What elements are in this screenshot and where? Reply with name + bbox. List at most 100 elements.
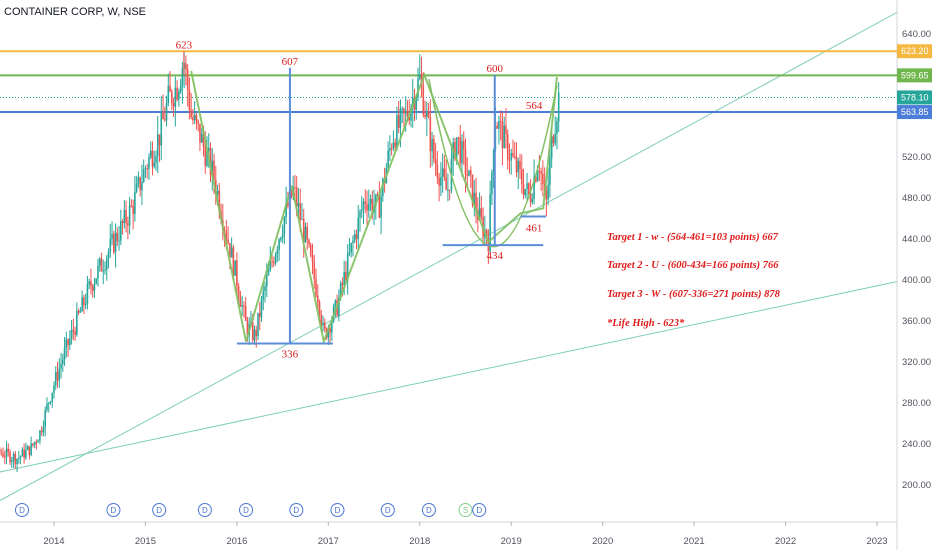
candle <box>44 406 47 437</box>
level-price-tag-bg <box>897 68 932 83</box>
candle <box>459 124 462 168</box>
candle <box>538 155 541 181</box>
candle <box>264 282 266 303</box>
candle <box>366 190 368 227</box>
dividend-marker-icon[interactable]: D <box>239 503 254 517</box>
y-tick-label: 640.00 <box>902 29 931 40</box>
candle <box>324 318 326 333</box>
candle <box>513 141 516 160</box>
event-marker-label: D <box>335 506 341 515</box>
candle <box>125 200 127 233</box>
candle <box>14 451 17 469</box>
candle <box>499 110 502 141</box>
candle <box>97 258 99 287</box>
candle <box>387 141 389 173</box>
event-marker-label: D <box>111 506 117 515</box>
candle <box>60 352 62 379</box>
candle <box>376 191 379 197</box>
dividend-marker-icon[interactable]: D <box>380 503 395 517</box>
candle <box>505 108 507 149</box>
candle <box>417 67 419 101</box>
candle <box>116 227 119 246</box>
dividend-marker-icon[interactable]: D <box>14 503 29 517</box>
split-marker-icon[interactable]: S <box>458 503 473 517</box>
candle <box>163 106 166 122</box>
candle <box>65 331 68 358</box>
candle <box>243 301 245 318</box>
candle <box>498 115 500 145</box>
candle <box>431 131 433 167</box>
dividend-marker-icon[interactable]: D <box>289 503 304 517</box>
candle <box>190 93 192 120</box>
candle <box>389 135 391 161</box>
dividend-marker-icon[interactable]: D <box>197 503 212 517</box>
candle <box>480 196 483 221</box>
anchor-top-label: 600 <box>487 63 504 75</box>
candle <box>3 450 6 465</box>
candle <box>86 276 89 310</box>
candle <box>93 277 96 299</box>
candle <box>132 199 134 230</box>
dividend-marker-icon[interactable]: D <box>330 503 345 517</box>
candle <box>549 147 551 198</box>
candle <box>520 154 523 194</box>
candle <box>227 226 229 245</box>
candle <box>26 444 29 451</box>
last-price-tag: 578.10 <box>901 92 929 102</box>
candle <box>547 167 549 206</box>
candle <box>109 224 112 258</box>
candle <box>367 189 370 218</box>
candle <box>7 443 10 457</box>
candle <box>469 166 472 188</box>
chart-title: CONTAINER CORP, W, NSE <box>4 6 147 18</box>
candle <box>364 189 367 214</box>
candle <box>148 153 150 180</box>
u-pattern-curve <box>428 78 558 248</box>
x-tick-label: 2014 <box>43 536 64 547</box>
candle <box>146 163 149 179</box>
candle <box>554 116 556 146</box>
candles <box>0 51 560 473</box>
candle <box>427 103 430 119</box>
candle <box>121 218 124 235</box>
level-price-tag-bg <box>897 44 932 59</box>
y-tick-label: 360.00 <box>902 316 931 327</box>
candle <box>475 177 477 224</box>
candle <box>185 55 187 86</box>
candle <box>200 127 203 143</box>
candle <box>28 446 31 460</box>
candle <box>195 112 198 130</box>
candle <box>151 141 154 176</box>
candle <box>420 56 423 98</box>
event-marker-label: D <box>243 506 249 515</box>
candle <box>445 159 447 191</box>
x-tick-label: 2015 <box>135 536 156 547</box>
dividend-marker-icon[interactable]: D <box>106 503 121 517</box>
candle <box>137 171 140 188</box>
dividend-marker-icon[interactable]: D <box>421 503 436 517</box>
candle <box>350 242 352 258</box>
candle <box>54 366 57 390</box>
dividend-marker-icon[interactable]: D <box>472 503 487 517</box>
level-price-tag: 623.20 <box>901 46 929 56</box>
candle <box>360 196 363 219</box>
candle <box>447 173 449 202</box>
candle <box>508 143 511 174</box>
dividend-marker-icon[interactable]: D <box>152 503 167 517</box>
anchor-bottom-label: 336 <box>282 349 299 361</box>
candle <box>72 318 75 341</box>
candle <box>257 312 259 341</box>
candle <box>178 88 180 107</box>
candle <box>260 296 263 322</box>
anchor-bottom-label: 434 <box>487 250 504 262</box>
candle <box>19 455 22 465</box>
candle <box>468 169 470 177</box>
candle <box>165 95 168 127</box>
candle <box>77 308 80 316</box>
candle <box>556 117 558 150</box>
candle <box>156 115 159 174</box>
candle <box>302 208 305 258</box>
candle <box>519 153 521 179</box>
candle <box>436 150 439 185</box>
